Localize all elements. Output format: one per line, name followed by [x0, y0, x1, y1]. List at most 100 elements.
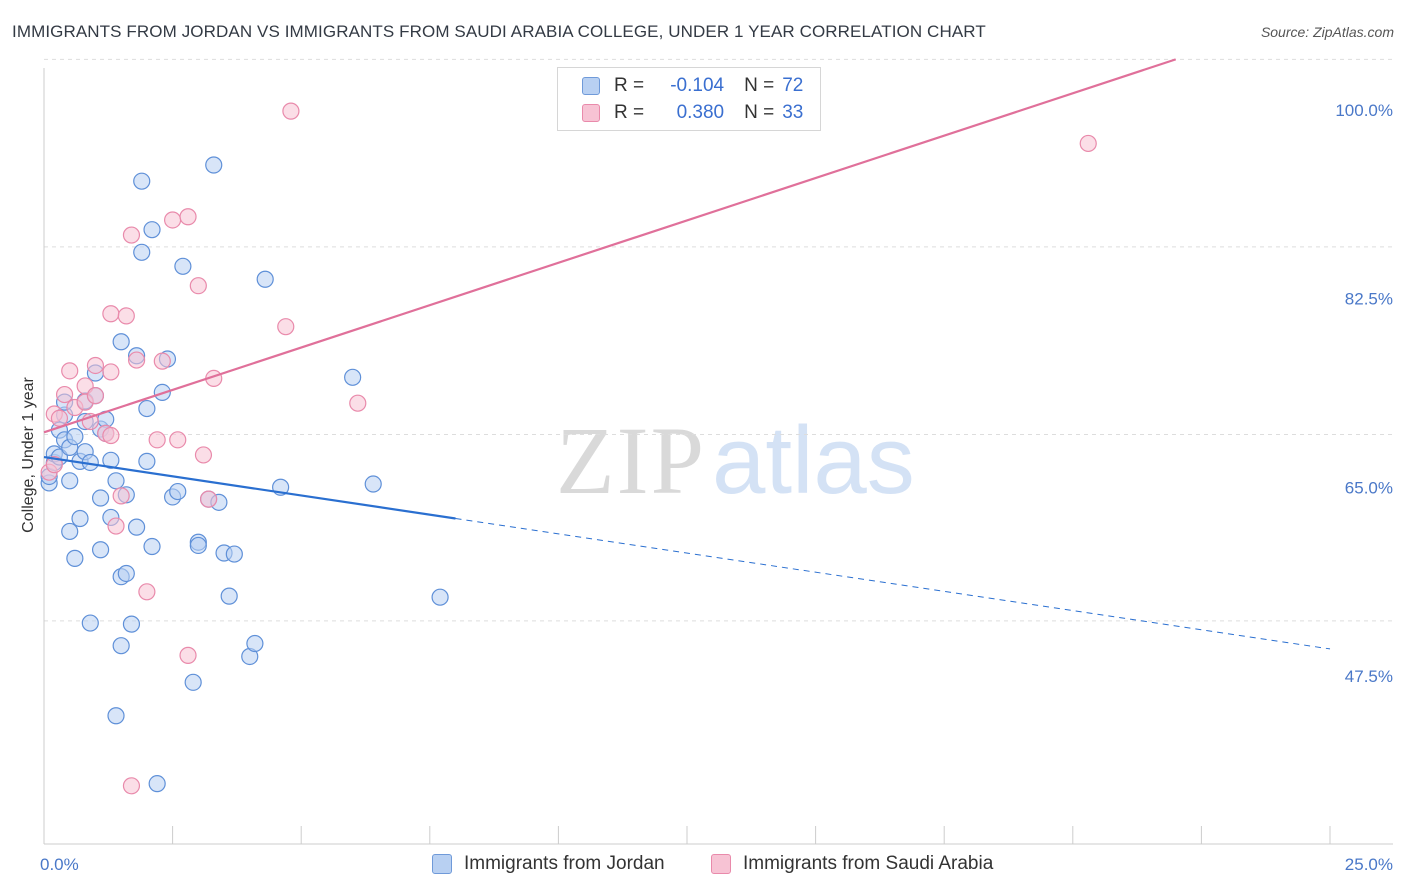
point-saudi-32 — [282, 102, 300, 120]
point-jordan-52 — [184, 673, 202, 691]
point-jordan-62 — [246, 634, 264, 653]
point-jordan-40 — [133, 243, 151, 261]
legend-saudi-swatch — [711, 854, 731, 874]
point-saudi-36 — [1079, 134, 1097, 153]
point-saudi-17 — [112, 487, 130, 505]
point-jordan-14 — [71, 509, 89, 528]
point-saudi-23 — [153, 352, 171, 370]
point-saudi-21 — [138, 583, 156, 601]
source-label: Source: ZipAtlas.com — [1260, 24, 1394, 40]
data-points — [40, 102, 1097, 795]
point-saudi-20 — [127, 351, 146, 369]
point-saudi-26 — [179, 208, 197, 226]
point-jordan-45 — [143, 221, 161, 239]
y-tick-label-3: 100.0% — [1335, 101, 1393, 120]
stats-row-saudi: R = 0.380 N = 33 — [582, 100, 803, 126]
trendline-saudi — [43, 58, 1177, 434]
n-label: N = — [744, 102, 775, 123]
jordan-swatch — [582, 77, 600, 95]
point-jordan-50 — [169, 482, 187, 501]
point-jordan-59 — [220, 587, 238, 605]
point-jordan-34 — [112, 637, 130, 655]
legend-saudi-label: Immigrants from Saudi Arabia — [743, 853, 994, 874]
point-jordan-30 — [107, 472, 125, 490]
point-saudi-27 — [189, 277, 207, 295]
point-saudi-3 — [50, 409, 69, 427]
point-saudi-35 — [179, 646, 197, 664]
point-saudi-24 — [164, 211, 182, 229]
n-value-jordan: 72 — [782, 75, 804, 96]
chart-title: IMMIGRANTS FROM JORDAN VS IMMIGRANTS FRO… — [12, 22, 986, 41]
point-jordan-41 — [133, 172, 151, 190]
r-label: R = — [614, 102, 645, 123]
legend-item-saudi[interactable]: Immigrants from Saudi Arabia — [711, 852, 993, 876]
point-jordan-29 — [102, 451, 120, 469]
point-jordan-67 — [431, 588, 449, 606]
point-jordan-42 — [138, 399, 156, 418]
point-jordan-31 — [107, 707, 125, 725]
y-tick-label-0: 47.5% — [1345, 667, 1393, 686]
legend-jordan-swatch — [432, 854, 452, 874]
point-jordan-60 — [225, 545, 243, 563]
stats-row-jordan: R = -0.104 N = 72 — [582, 73, 803, 99]
watermark: ZIPatlas — [556, 405, 915, 516]
stats-box: R = -0.104 N = 72 R = 0.380 N = 33 — [557, 67, 821, 131]
trend-lines — [43, 58, 1331, 650]
point-jordan-66 — [364, 475, 382, 493]
point-jordan-11 — [61, 522, 79, 541]
point-saudi-19 — [122, 226, 141, 244]
grid-lines — [44, 58, 1393, 622]
legend-item-jordan[interactable]: Immigrants from Jordan — [432, 852, 665, 876]
point-jordan-46 — [148, 775, 166, 793]
n-value-saudi: 33 — [782, 102, 804, 123]
legend-jordan-label: Immigrants from Jordan — [464, 853, 665, 874]
point-saudi-25 — [169, 431, 187, 449]
point-saudi-10 — [86, 387, 105, 405]
point-jordan-12 — [66, 549, 84, 567]
point-jordan-54 — [189, 536, 207, 555]
point-saudi-31 — [277, 318, 295, 336]
point-saudi-4 — [55, 385, 74, 404]
point-saudi-13 — [102, 426, 120, 445]
point-saudi-14 — [102, 363, 120, 381]
tick-labels: 47.5% 65.0% 82.5% 100.0% 0.0% 25.0% — [40, 101, 1393, 874]
point-saudi-33 — [349, 394, 367, 412]
trendline-jordan-dashed — [455, 518, 1331, 650]
x-tick-label-1: 25.0% — [1345, 855, 1393, 874]
point-saudi-22 — [148, 431, 166, 449]
watermark-atlas: atlas — [712, 407, 915, 514]
y-tick-label-1: 65.0% — [1345, 478, 1393, 497]
y-axis-label: College, Under 1 year — [20, 377, 37, 533]
r-value-saudi: 0.380 — [676, 102, 725, 123]
point-saudi-28 — [194, 446, 213, 464]
point-saudi-18 — [117, 307, 135, 325]
point-jordan-44 — [143, 537, 161, 556]
point-saudi-1 — [45, 456, 63, 474]
watermark-zip: ZIP — [556, 407, 706, 514]
point-saudi-15 — [102, 305, 120, 323]
point-jordan-23 — [91, 541, 110, 559]
y-tick-label-2: 82.5% — [1345, 290, 1393, 309]
point-jordan-24 — [91, 489, 110, 507]
point-jordan-10 — [61, 472, 79, 490]
point-jordan-37 — [122, 615, 141, 633]
point-jordan-65 — [344, 368, 362, 386]
point-jordan-43 — [138, 452, 156, 470]
x-tick-label-0: 0.0% — [40, 855, 79, 874]
axes — [43, 68, 1393, 845]
point-saudi-34 — [122, 777, 141, 795]
trendline-jordan-solid — [43, 455, 456, 520]
point-jordan-51 — [174, 257, 192, 275]
point-saudi-29 — [200, 490, 218, 508]
point-saudi-16 — [107, 517, 125, 535]
point-saudi-5 — [61, 362, 79, 380]
point-jordan-36 — [117, 564, 135, 583]
point-jordan-63 — [256, 270, 274, 288]
point-jordan-13 — [66, 428, 84, 446]
r-label: R = — [614, 75, 645, 96]
point-jordan-56 — [205, 156, 223, 174]
point-jordan-32 — [112, 333, 130, 351]
r-value-jordan: -0.104 — [670, 75, 725, 96]
point-jordan-20 — [81, 614, 99, 632]
